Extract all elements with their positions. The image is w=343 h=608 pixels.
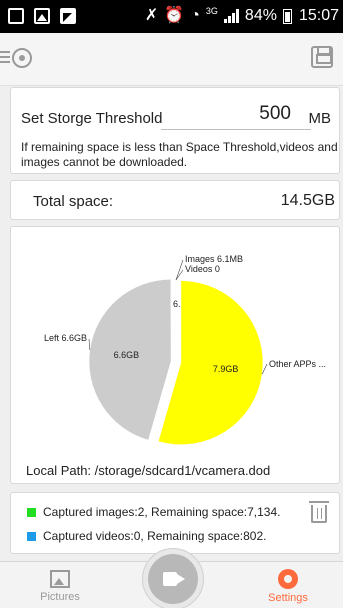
pictures-icon bbox=[50, 570, 70, 588]
pie-outer-label: Images 6.1MB bbox=[185, 254, 243, 264]
leader-line bbox=[175, 269, 184, 281]
trash-icon[interactable] bbox=[309, 501, 329, 523]
battery-icon bbox=[282, 8, 292, 24]
wifi-icon: ◔ bbox=[190, 7, 200, 24]
signal-icon bbox=[223, 9, 239, 23]
nav-pictures[interactable]: Pictures bbox=[20, 562, 100, 608]
leader-line bbox=[175, 259, 184, 281]
bottom-navigation: Pictures Settings bbox=[0, 548, 343, 608]
pie-outer-label: Videos 0 bbox=[185, 264, 220, 274]
threshold-note: If remaining space is less than Space Th… bbox=[21, 140, 338, 169]
captured-videos-text: Captured videos:0, Remaining space:802. bbox=[43, 529, 267, 543]
threshold-unit: MB bbox=[308, 110, 332, 127]
total-space-label: Total space: bbox=[33, 193, 114, 210]
nav-pictures-label: Pictures bbox=[40, 591, 80, 603]
captured-card: Captured images:2, Remaining space:7,134… bbox=[10, 492, 340, 554]
network-type: 3G bbox=[205, 6, 218, 16]
leader-line bbox=[88, 338, 91, 350]
images-legend-swatch bbox=[27, 507, 36, 517]
local-path: Local Path: /storage/sdcard1/vcamera.dod bbox=[26, 463, 271, 478]
pie-slice bbox=[157, 280, 264, 445]
pie-value-label: 6.6GB bbox=[114, 350, 140, 360]
video-camera-icon bbox=[163, 572, 177, 586]
captured-images-row: Captured images:2, Remaining space:7,134… bbox=[27, 505, 280, 519]
clock: 15:07 bbox=[298, 7, 339, 24]
total-space-card: Total space: 14.5GB bbox=[10, 180, 340, 220]
screenshot-notification-icon bbox=[60, 8, 76, 24]
storage-pie-chart: 7.9GB 6.6GB Other APPs ... Left 6.6GB Images… bbox=[44, 254, 326, 445]
pie-fragment-label: 6. bbox=[173, 299, 181, 309]
captured-images-text: Captured images:2, Remaining space:7,134… bbox=[43, 505, 281, 519]
leader-line bbox=[261, 363, 268, 375]
top-toolbar bbox=[0, 33, 343, 86]
threshold-label: Set Storge Threshold bbox=[21, 110, 163, 127]
storage-chart-card: 7.9GB 6.6GB Other APPs ... Left 6.6GB Images… bbox=[10, 226, 340, 484]
status-bar: ✗ ⏰ ◔ 3G 84% 15:07 bbox=[0, 0, 343, 33]
app-logo-icon bbox=[12, 48, 32, 68]
image-notification-icon bbox=[34, 8, 50, 24]
threshold-card: Set Storge Threshold 500 MB If remaining… bbox=[10, 87, 340, 174]
total-space-value: 14.5GB bbox=[280, 192, 335, 209]
pie-outer-label: Left 6.6GB bbox=[44, 333, 87, 343]
pie-slice bbox=[88, 279, 172, 441]
captured-videos-row: Captured videos:0, Remaining space:802. bbox=[27, 529, 266, 543]
threshold-input[interactable]: 500 bbox=[161, 103, 311, 130]
pie-value-label: 7.9GB bbox=[213, 364, 239, 374]
save-icon[interactable] bbox=[311, 46, 333, 68]
nav-settings-label: Settings bbox=[268, 592, 308, 604]
camera-button[interactable] bbox=[142, 548, 204, 608]
alarm-icon: ⏰ bbox=[164, 7, 185, 24]
pie-outer-label: Other APPs ... bbox=[269, 359, 326, 369]
battery-percent: 84% bbox=[244, 7, 277, 24]
videos-legend-swatch bbox=[27, 531, 36, 541]
gallery-notification-icon bbox=[8, 8, 24, 24]
nav-settings[interactable]: Settings bbox=[248, 562, 328, 608]
menu-icon[interactable] bbox=[0, 51, 10, 63]
gear-icon bbox=[278, 569, 298, 589]
mute-icon: ✗ bbox=[144, 7, 159, 24]
